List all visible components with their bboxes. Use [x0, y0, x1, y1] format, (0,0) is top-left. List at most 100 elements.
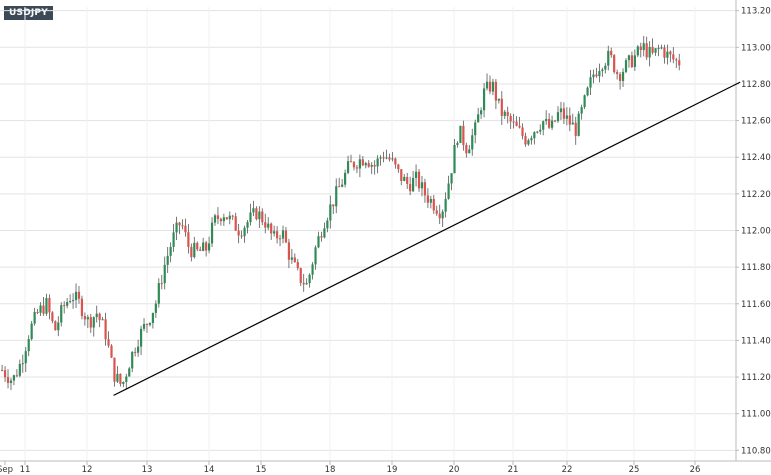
candle-body — [491, 81, 495, 92]
candle-body — [210, 222, 214, 244]
candle-body — [15, 375, 18, 377]
x-tick-label: 11 — [20, 465, 31, 475]
candle-body — [216, 215, 220, 219]
candle-body — [485, 81, 489, 89]
candle-body — [574, 122, 577, 136]
candle-body — [205, 242, 208, 251]
y-tick-label: 112.200 — [741, 190, 771, 200]
x-tick-label: 15 — [256, 465, 267, 475]
candle-body — [441, 211, 444, 219]
candle-body — [500, 98, 503, 116]
y-axis: 113.200 113.000 112.800 112.600 112.400 112.2… — [735, 0, 771, 461]
candle-body — [36, 311, 39, 313]
candle-body — [642, 43, 645, 51]
candle-body — [382, 157, 385, 159]
candle-body — [616, 72, 619, 75]
candle-body — [299, 268, 302, 283]
candle-body — [592, 74, 595, 78]
candle-body — [172, 232, 175, 247]
candle-body — [376, 158, 379, 167]
candle-body — [39, 305, 42, 313]
candle-body — [6, 377, 10, 383]
candle-body — [264, 222, 267, 228]
candle-body — [51, 312, 54, 322]
candle-body — [349, 161, 353, 163]
candle-body — [373, 164, 376, 167]
candle-body — [160, 283, 163, 285]
y-tick-label: 111.000 — [741, 410, 771, 420]
candle-body — [92, 317, 95, 328]
x-tick-label: 14 — [204, 465, 215, 475]
candle-body — [624, 60, 628, 72]
y-tick-label: 112.800 — [741, 80, 771, 90]
x-tick-label: Sep — [0, 465, 13, 475]
candle-body — [110, 345, 113, 358]
candle-body — [335, 186, 338, 207]
candle-body — [338, 186, 341, 188]
candle-body — [630, 55, 634, 68]
candle-body — [54, 321, 57, 331]
candle-body — [503, 111, 506, 116]
y-tick-label: 111.800 — [741, 263, 771, 273]
candle-body — [42, 305, 45, 314]
candle-body — [539, 129, 542, 132]
candle-body — [202, 242, 205, 251]
candle-body — [142, 324, 146, 329]
trendline-layer — [113, 81, 741, 396]
candle-body — [77, 291, 81, 299]
candle-body — [556, 112, 560, 122]
candle-body — [678, 60, 681, 66]
candle-body — [586, 87, 589, 96]
candle-body — [104, 319, 107, 340]
candle-body — [651, 46, 654, 53]
candle-body — [453, 145, 456, 174]
candle-body — [364, 163, 367, 166]
y-tick-label: 112.000 — [741, 227, 771, 237]
candle-body — [447, 183, 450, 199]
candle-body — [131, 351, 134, 369]
x-tick-label: 26 — [690, 465, 701, 475]
candle-body — [627, 55, 631, 61]
candle-body — [95, 313, 98, 318]
candle-body — [240, 235, 243, 237]
candle-body — [89, 317, 92, 328]
candle-body — [290, 257, 293, 260]
candle-body — [190, 246, 193, 258]
x-tick-label: 13 — [142, 465, 153, 475]
candle-body — [553, 120, 557, 122]
candles — [1, 35, 681, 391]
candle-body — [518, 125, 521, 128]
candle-body — [193, 242, 196, 258]
candle-body — [420, 182, 424, 189]
candle-body — [562, 108, 566, 119]
candle-body — [1, 370, 4, 372]
candle-body — [403, 176, 406, 181]
candle-body — [639, 46, 642, 51]
candle-body — [246, 222, 249, 228]
candle-body — [225, 217, 228, 220]
candle-body — [613, 55, 616, 73]
candle-body — [101, 319, 104, 321]
candle-body — [125, 376, 128, 382]
candle-body — [151, 312, 155, 323]
candle-body — [320, 236, 323, 238]
x-tick-label: 12 — [82, 465, 93, 475]
y-tick-label: 111.600 — [741, 300, 771, 310]
candle-body — [361, 159, 364, 166]
candle-body — [255, 208, 258, 220]
candle-body — [252, 208, 255, 213]
candle-body — [536, 131, 539, 133]
candle-body — [406, 176, 409, 184]
candle-body — [468, 149, 471, 154]
candle-body — [57, 322, 60, 331]
candle-body — [278, 238, 282, 240]
candle-body — [346, 161, 350, 173]
candle-body — [666, 51, 669, 58]
candle-body — [542, 121, 545, 130]
y-tick-label: 112.400 — [741, 153, 771, 163]
candle-body — [669, 51, 672, 55]
candle-body — [184, 225, 187, 233]
candle-body — [465, 145, 468, 154]
candle-body — [3, 370, 7, 378]
candle-body — [515, 121, 518, 126]
